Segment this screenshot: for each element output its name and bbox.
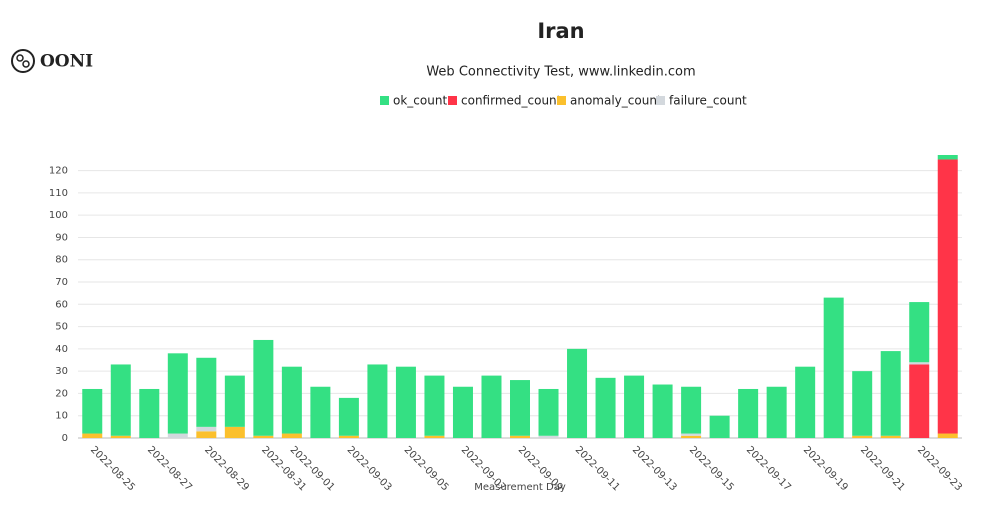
legend-swatch xyxy=(656,96,665,105)
bar-segment xyxy=(738,388,759,438)
bar-segment xyxy=(452,386,473,438)
bar-segment xyxy=(338,435,359,438)
y-tick-label: 50 xyxy=(55,322,68,333)
logo-icon xyxy=(16,54,24,62)
bar-segment xyxy=(766,386,787,438)
bar-segment xyxy=(167,433,188,438)
y-tick-label: 90 xyxy=(55,232,68,243)
bar-segment xyxy=(253,435,274,438)
bar-segment xyxy=(595,377,616,438)
y-tick-label: 30 xyxy=(55,366,68,377)
bar-segment xyxy=(681,433,702,436)
bar-segment xyxy=(567,348,588,438)
bar-segment xyxy=(281,433,302,438)
y-tick-label: 60 xyxy=(55,299,68,310)
bar-segment xyxy=(681,386,702,434)
x-tick-label: 2022-09-19 xyxy=(801,444,850,493)
bar-segment xyxy=(652,384,673,438)
legend-label: failure_count xyxy=(669,94,747,108)
bar-segment xyxy=(823,297,844,438)
x-tick-label: 2022-09-21 xyxy=(858,444,907,493)
x-tick-label: 2022-09-17 xyxy=(744,444,793,493)
bar-segment xyxy=(510,380,530,436)
bar-segment xyxy=(852,371,873,436)
bar-segment xyxy=(510,435,530,438)
x-tick-label: 2022-09-23 xyxy=(915,444,964,493)
logo: OONI xyxy=(11,49,93,73)
bar-segment xyxy=(880,351,901,436)
bar-segment xyxy=(681,435,702,438)
x-tick-label: 2022-08-27 xyxy=(145,444,194,493)
y-tick-label: 80 xyxy=(55,255,68,266)
legend-label: anomaly_count xyxy=(570,94,662,108)
bar-segment xyxy=(481,375,502,438)
x-tick-label: 2022-09-05 xyxy=(402,444,451,493)
bar-segment xyxy=(139,388,160,438)
x-axis-label: Measurement Day xyxy=(474,482,566,493)
legend-label: ok_count xyxy=(393,94,447,108)
legend-label: confirmed_count xyxy=(461,94,562,108)
x-tick-label: 2022-09-11 xyxy=(573,444,622,493)
legend-swatch xyxy=(557,96,566,105)
y-tick-label: 110 xyxy=(49,188,68,199)
bar-segment xyxy=(424,435,445,438)
chart-title: Iran xyxy=(537,19,584,43)
bar-segment xyxy=(196,431,217,438)
bar-segment xyxy=(196,426,217,432)
bar-segment xyxy=(196,357,217,427)
y-tick-label: 0 xyxy=(62,433,68,444)
bar-segment xyxy=(538,388,559,436)
bar-segment xyxy=(937,155,958,160)
x-tick-label: 2022-09-03 xyxy=(345,444,394,493)
legend-swatch xyxy=(380,96,389,105)
bar-segment xyxy=(852,435,873,438)
logo-icon xyxy=(11,49,35,73)
y-tick-label: 40 xyxy=(55,344,68,355)
x-tick-label: 2022-08-29 xyxy=(202,444,251,493)
legend-swatch xyxy=(448,96,457,105)
logo-text: OONI xyxy=(40,52,93,72)
bar-segment xyxy=(937,159,958,434)
bar-segment xyxy=(909,362,930,365)
bar-segment xyxy=(338,397,359,436)
bar-segment xyxy=(224,375,245,427)
bar-segment xyxy=(937,433,958,438)
y-tick-label: 70 xyxy=(55,277,68,288)
y-tick-label: 120 xyxy=(49,166,68,177)
x-tick-label: 2022-08-25 xyxy=(88,444,137,493)
bar-segment xyxy=(110,435,131,438)
bar-segment xyxy=(367,364,388,438)
bar-segment xyxy=(424,375,445,436)
bar-segment xyxy=(880,435,901,438)
bar-segment xyxy=(253,339,274,436)
y-tick-label: 100 xyxy=(49,210,68,221)
bar-segment xyxy=(909,302,930,363)
bar-segment xyxy=(310,386,331,438)
bar-segment xyxy=(82,388,103,434)
bar-segment xyxy=(281,366,302,434)
bar-segment xyxy=(795,366,816,438)
y-tick-label: 20 xyxy=(55,388,68,399)
bar-segment xyxy=(224,426,245,438)
bar-segment xyxy=(624,375,645,438)
y-tick-label: 10 xyxy=(55,411,68,422)
bar-segment xyxy=(395,366,416,438)
x-tick-label: 2022-09-13 xyxy=(630,444,679,493)
bar-segment xyxy=(709,415,730,438)
bar-segment xyxy=(909,364,930,438)
bar-segment xyxy=(167,353,188,434)
bar-segment xyxy=(538,435,559,438)
logo-icon xyxy=(22,60,30,68)
x-tick-label: 2022-09-15 xyxy=(687,444,736,493)
bar-segment xyxy=(82,433,103,438)
chart-subtitle: Web Connectivity Test, www.linkedin.com xyxy=(426,65,695,80)
bar-segment xyxy=(110,364,131,436)
